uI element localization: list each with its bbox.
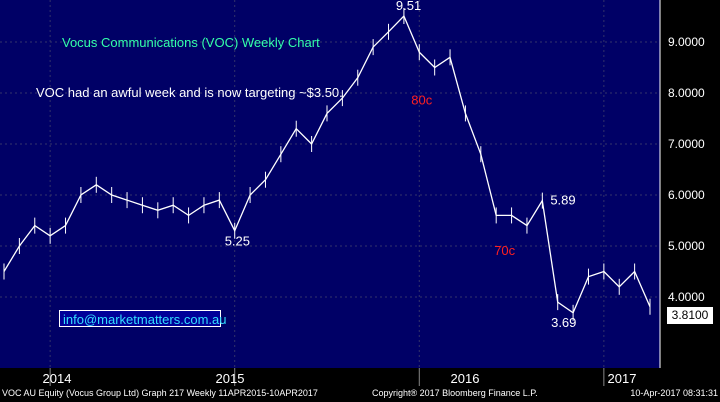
y-tick-label: 9.0000 bbox=[668, 35, 705, 49]
y-tick-label: 5.0000 bbox=[668, 239, 705, 253]
x-tick-label: 2014 bbox=[43, 371, 72, 386]
annotation-label: 80c bbox=[411, 92, 432, 107]
annotation-label: 9.51 bbox=[396, 0, 421, 13]
annotations: 9.51 80c 5.25 70c 5.89 3.69 bbox=[225, 0, 577, 330]
footer-left: VOC AU Equity (Vocus Group Ltd) Graph 21… bbox=[2, 388, 318, 398]
x-tick-label: 2017 bbox=[608, 371, 637, 386]
y-tick-label: 4.0000 bbox=[668, 290, 705, 304]
x-tick-label: 2016 bbox=[451, 371, 480, 386]
annotation-label: 5.89 bbox=[550, 193, 575, 208]
footer-center: Copyright® 2017 Bloomberg Finance L.P. bbox=[372, 388, 538, 398]
grid-lines bbox=[0, 0, 660, 368]
chart-subtitle: VOC had an awful week and is now targeti… bbox=[36, 85, 343, 100]
plot-area bbox=[0, 0, 660, 368]
footer-right: 10-Apr-2017 08:31:31 bbox=[630, 388, 718, 398]
email-label: info@marketmatters.com.au bbox=[59, 310, 226, 327]
annotation-label: 3.69 bbox=[551, 315, 576, 330]
footer: VOC AU Equity (Vocus Group Ltd) Graph 21… bbox=[0, 386, 720, 402]
price-series bbox=[3, 8, 651, 321]
y-tick-label: 7.0000 bbox=[668, 137, 705, 151]
y-tick-label: 6.0000 bbox=[668, 188, 705, 202]
annotation-label: 70c bbox=[494, 243, 515, 258]
price-chart: 9.51 80c 5.25 70c 5.89 3.69 4.0000 5.0000 6.000… bbox=[0, 0, 720, 386]
last-price-label: 3.8100 bbox=[667, 307, 713, 324]
chart-title: Vocus Communications (VOC) Weekly Chart bbox=[62, 35, 320, 50]
y-axis: 4.0000 5.0000 6.0000 7.0000 8.0000 9.0000 bbox=[659, 0, 705, 368]
x-axis: 2014 2015 2016 2017 bbox=[43, 368, 637, 386]
x-tick-label: 2015 bbox=[216, 371, 245, 386]
x-axis-band bbox=[0, 368, 720, 386]
annotation-label: 5.25 bbox=[225, 233, 250, 248]
y-tick-label: 8.0000 bbox=[668, 86, 705, 100]
